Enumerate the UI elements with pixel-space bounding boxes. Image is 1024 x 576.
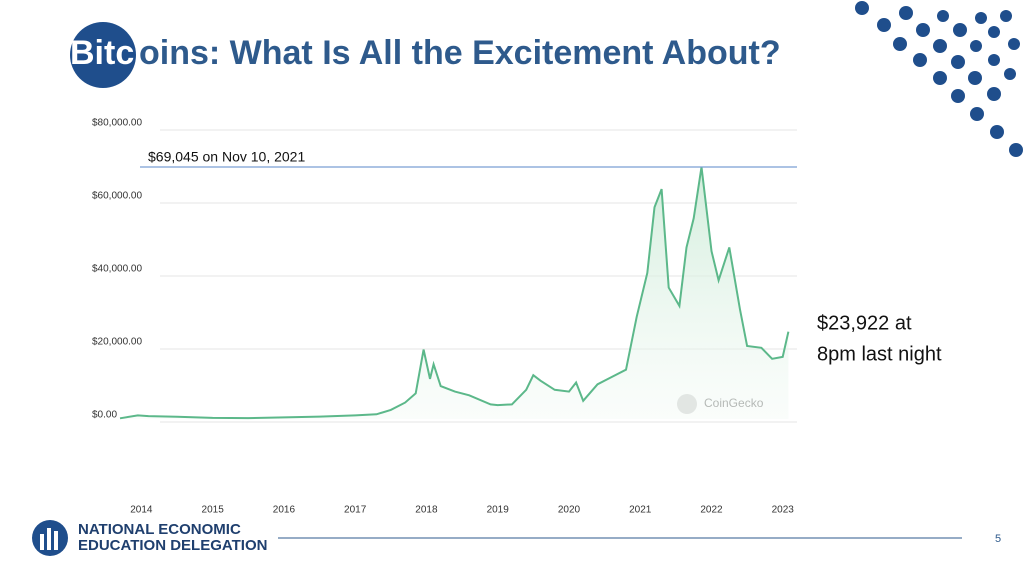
logo-text: EDUCATION DELEGATION (78, 537, 267, 554)
annotation: $23,922 at (817, 312, 912, 334)
chart: $0.00 $20,000.00 $40,000.00 $60,000.00 $80,0… (92, 118, 942, 516)
annotation: $69,045 on Nov 10, 2021 (148, 149, 305, 165)
x-tick-label: 2022 (700, 505, 723, 516)
x-tick-label: 2023 (772, 505, 795, 516)
title: oins: What Is All the Excitement About? (139, 34, 781, 72)
y-tick-label: $0.00 (92, 410, 117, 421)
x-tick-label: 2014 (130, 505, 153, 516)
logo (32, 520, 68, 556)
y-tick-label: $60,000.00 (92, 191, 142, 202)
title-part: Bitc (70, 34, 134, 72)
logo-text: NATIONAL ECONOMIC (78, 521, 241, 538)
x-tick-label: 2018 (415, 505, 438, 516)
x-tick-label: 2019 (487, 505, 510, 516)
y-tick-label: $80,000.00 (92, 118, 142, 129)
decor-dots (855, 1, 1023, 157)
x-tick-label: 2015 (202, 505, 225, 516)
x-tick-label: 2017 (344, 505, 367, 516)
title-circle (70, 22, 136, 88)
price-area (120, 167, 789, 419)
x-tick-label: 2016 (273, 505, 296, 516)
page-number: 5 (995, 533, 1001, 545)
x-tick-label: 2020 (558, 505, 581, 516)
y-tick-label: $20,000.00 (92, 337, 142, 348)
y-tick-label: $40,000.00 (92, 264, 142, 275)
x-tick-label: 2021 (629, 505, 652, 516)
annotation: 8pm last night (817, 343, 942, 365)
price-line (119, 166, 790, 420)
